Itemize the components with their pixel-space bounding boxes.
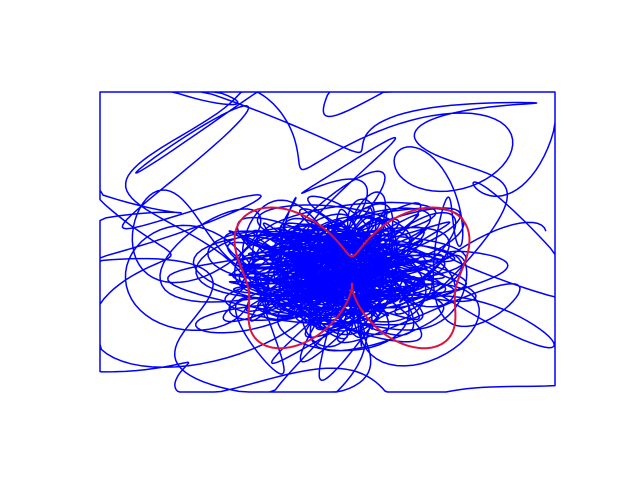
trajectory-series xyxy=(99,91,556,393)
butterfly-line xyxy=(233,206,471,350)
butterfly-series xyxy=(233,206,471,350)
trajectory-line xyxy=(99,91,556,393)
